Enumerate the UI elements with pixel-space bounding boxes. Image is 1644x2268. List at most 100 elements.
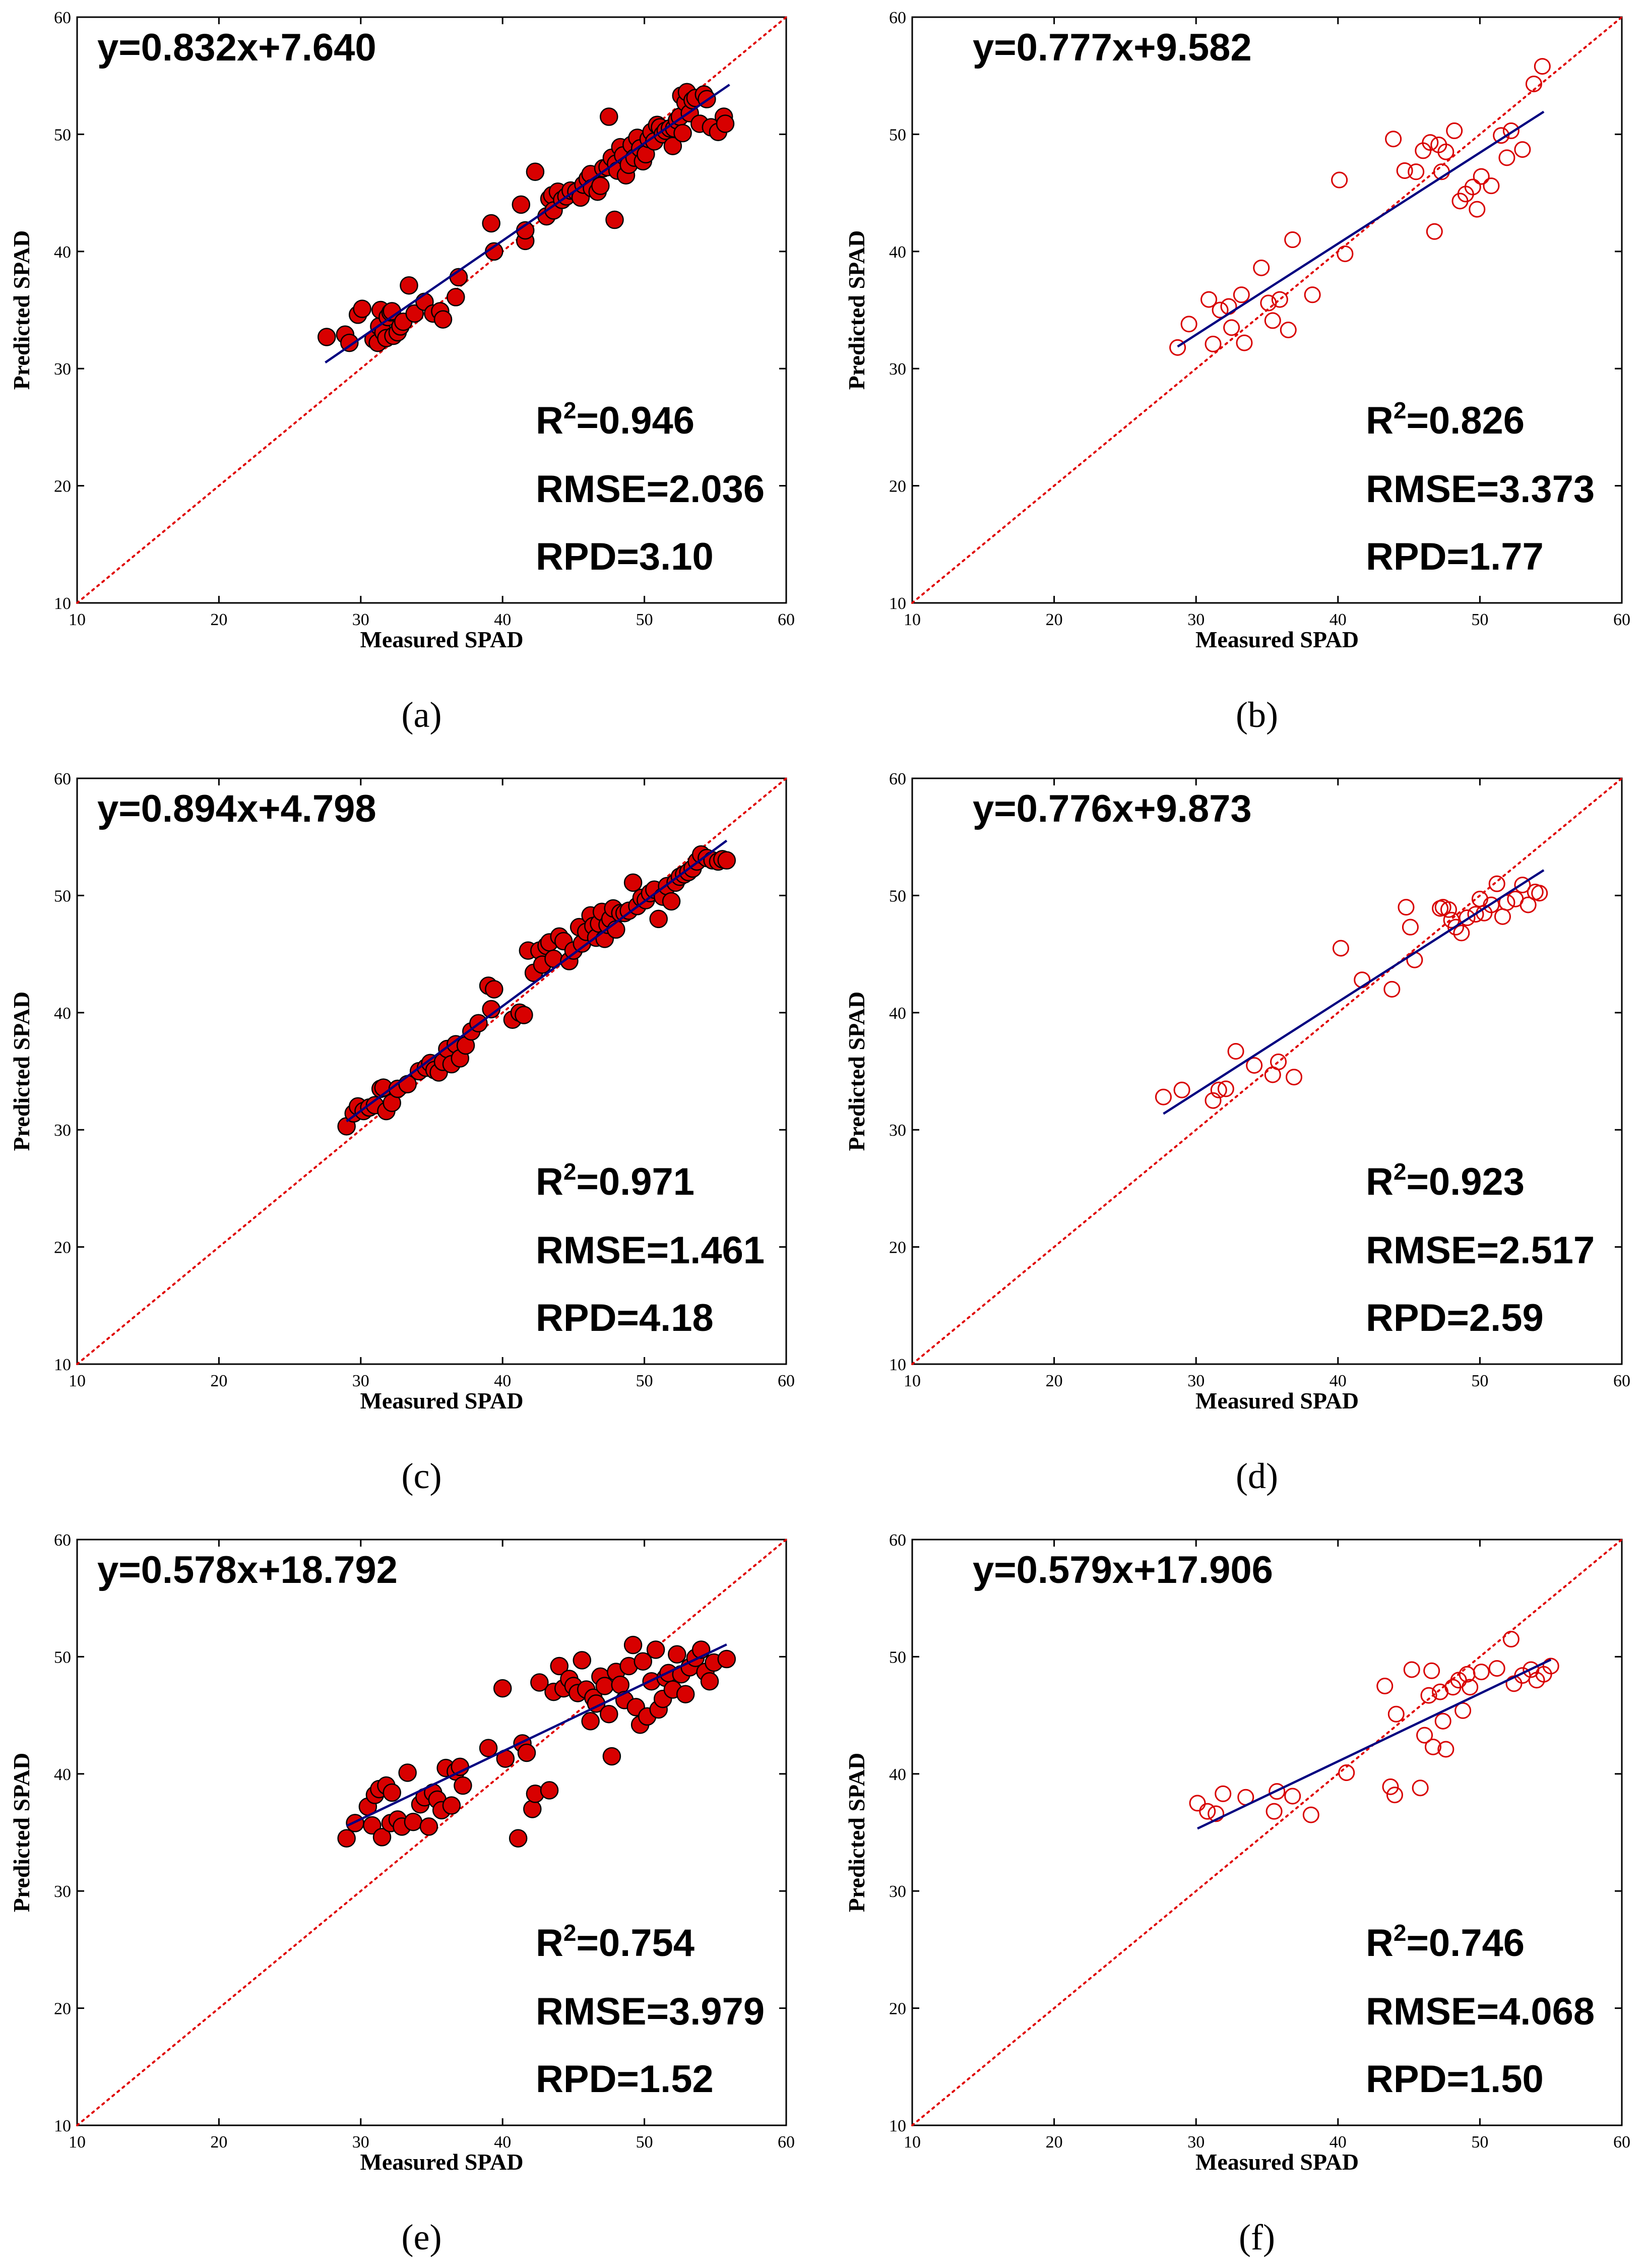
x-tick-label: 50 [1471, 610, 1488, 629]
x-tick-label: 10 [69, 1372, 86, 1390]
rmse-stat: RMSE=2.517 [1366, 1229, 1595, 1272]
rmse-stat: RMSE=4.068 [1366, 1990, 1595, 2033]
data-point [485, 980, 503, 999]
x-tick-label: 60 [1613, 2133, 1630, 2152]
chart-panel: 10 20 30 40 50 60 10 20 30 40 50 60 Measured SPAD Pre… [844, 9, 1630, 735]
rmse-stat: RMSE=1.461 [536, 1229, 765, 1272]
data-point [1542, 1658, 1559, 1675]
rmse-stat: RMSE=3.373 [1366, 468, 1595, 511]
data-point [1302, 1806, 1319, 1823]
data-point [649, 909, 668, 929]
x-tick-label: 50 [1471, 2133, 1488, 2152]
data-point [1217, 1080, 1234, 1097]
data-point [600, 107, 618, 126]
rpd-stat: RPD=1.52 [536, 2058, 714, 2101]
data-point [1354, 971, 1371, 989]
data-point [1385, 131, 1402, 148]
y-tick-label: 10 [889, 2117, 906, 2135]
x-axis-title: Measured SPAD [1195, 627, 1359, 652]
data-point [662, 892, 681, 911]
data-point [1215, 1785, 1232, 1802]
data-point [433, 310, 453, 329]
data-point [1280, 322, 1297, 339]
y-tick-label: 40 [54, 1765, 71, 1784]
data-point [611, 1675, 630, 1694]
x-tick-label: 60 [778, 610, 795, 629]
data-point [1455, 1702, 1472, 1719]
x-tick-label: 40 [494, 2133, 511, 2152]
y-tick-label: 10 [54, 2117, 71, 2135]
x-tick-label: 30 [352, 1372, 369, 1390]
data-point [1212, 301, 1229, 319]
x-tick-label: 30 [1187, 2133, 1205, 2152]
data-point [372, 1828, 392, 1847]
x-tick-label: 20 [210, 2133, 227, 2152]
data-point [634, 1652, 653, 1671]
r2-symbol: R [1366, 399, 1394, 442]
data-point [523, 1800, 542, 1818]
data-point [515, 1006, 533, 1024]
y-axis-title: Predicted SPAD [9, 230, 34, 390]
data-point [600, 1705, 618, 1724]
data-point [1434, 1712, 1451, 1730]
rpd-stat: RPD=1.77 [1366, 535, 1544, 578]
data-point [318, 328, 336, 346]
data-point [1269, 1783, 1286, 1800]
data-point [1422, 134, 1439, 151]
x-tick-label: 50 [636, 2133, 653, 2152]
data-point [1420, 1687, 1437, 1704]
data-point [1412, 1780, 1429, 1797]
x-tick-label: 10 [69, 610, 86, 629]
data-point [1459, 909, 1476, 927]
y-tick-label: 60 [54, 1531, 71, 1550]
data-point [1227, 1043, 1244, 1060]
data-point [1199, 1803, 1216, 1820]
r2-symbol: R [1366, 1922, 1394, 1965]
data-point [623, 873, 643, 892]
data-point [1469, 201, 1486, 218]
r2-value: =0.746 [1406, 1922, 1525, 1965]
data-point [1376, 1678, 1394, 1694]
fit-line [1177, 110, 1545, 348]
r2-symbol: R [536, 1160, 563, 1203]
y-tick-label: 40 [889, 1004, 906, 1023]
data-point [1284, 231, 1301, 249]
data-point [404, 1812, 423, 1831]
y-tick-label: 20 [54, 477, 71, 496]
y-tick-label: 10 [889, 594, 906, 613]
regression-equation: y=0.776x+9.873 [973, 787, 1252, 830]
r2-stat: R2=0.946 [536, 397, 694, 442]
y-tick-label: 50 [889, 887, 906, 905]
y-tick-label: 40 [54, 243, 71, 262]
data-point [1387, 1705, 1405, 1723]
y-tick-label: 50 [54, 887, 71, 905]
chart-panel: 10 20 30 40 50 60 10 20 30 40 50 60 Measured SPAD Pre… [844, 1531, 1630, 2257]
data-point [1169, 339, 1186, 356]
data-point [591, 176, 610, 195]
panel-label: (b) [1236, 695, 1278, 735]
fit-line [346, 1643, 727, 1827]
identity-line [911, 1539, 1623, 2126]
data-point [530, 1673, 549, 1692]
y-tick-label: 30 [54, 1121, 71, 1140]
data-point [1253, 259, 1270, 276]
x-tick-label: 40 [1330, 2133, 1347, 2152]
data-point [1233, 286, 1250, 303]
x-tick-label: 20 [210, 1372, 227, 1390]
x-tick-label: 20 [1046, 610, 1063, 629]
data-point [1331, 171, 1348, 189]
data-point [573, 1651, 592, 1670]
data-point [540, 1781, 559, 1800]
r2-stat: R2=0.971 [536, 1158, 694, 1203]
r2-symbol: R [536, 1922, 563, 1965]
data-point [1424, 1738, 1441, 1755]
y-tick-label: 60 [54, 9, 71, 27]
x-tick-label: 50 [636, 610, 653, 629]
data-point [605, 210, 624, 229]
data-point [1473, 1664, 1490, 1681]
y-tick-label: 50 [54, 1648, 71, 1667]
data-point [493, 1679, 512, 1698]
data-point [1210, 1081, 1227, 1098]
plot-frame [911, 777, 1623, 1365]
y-tick-label: 60 [889, 1531, 906, 1550]
